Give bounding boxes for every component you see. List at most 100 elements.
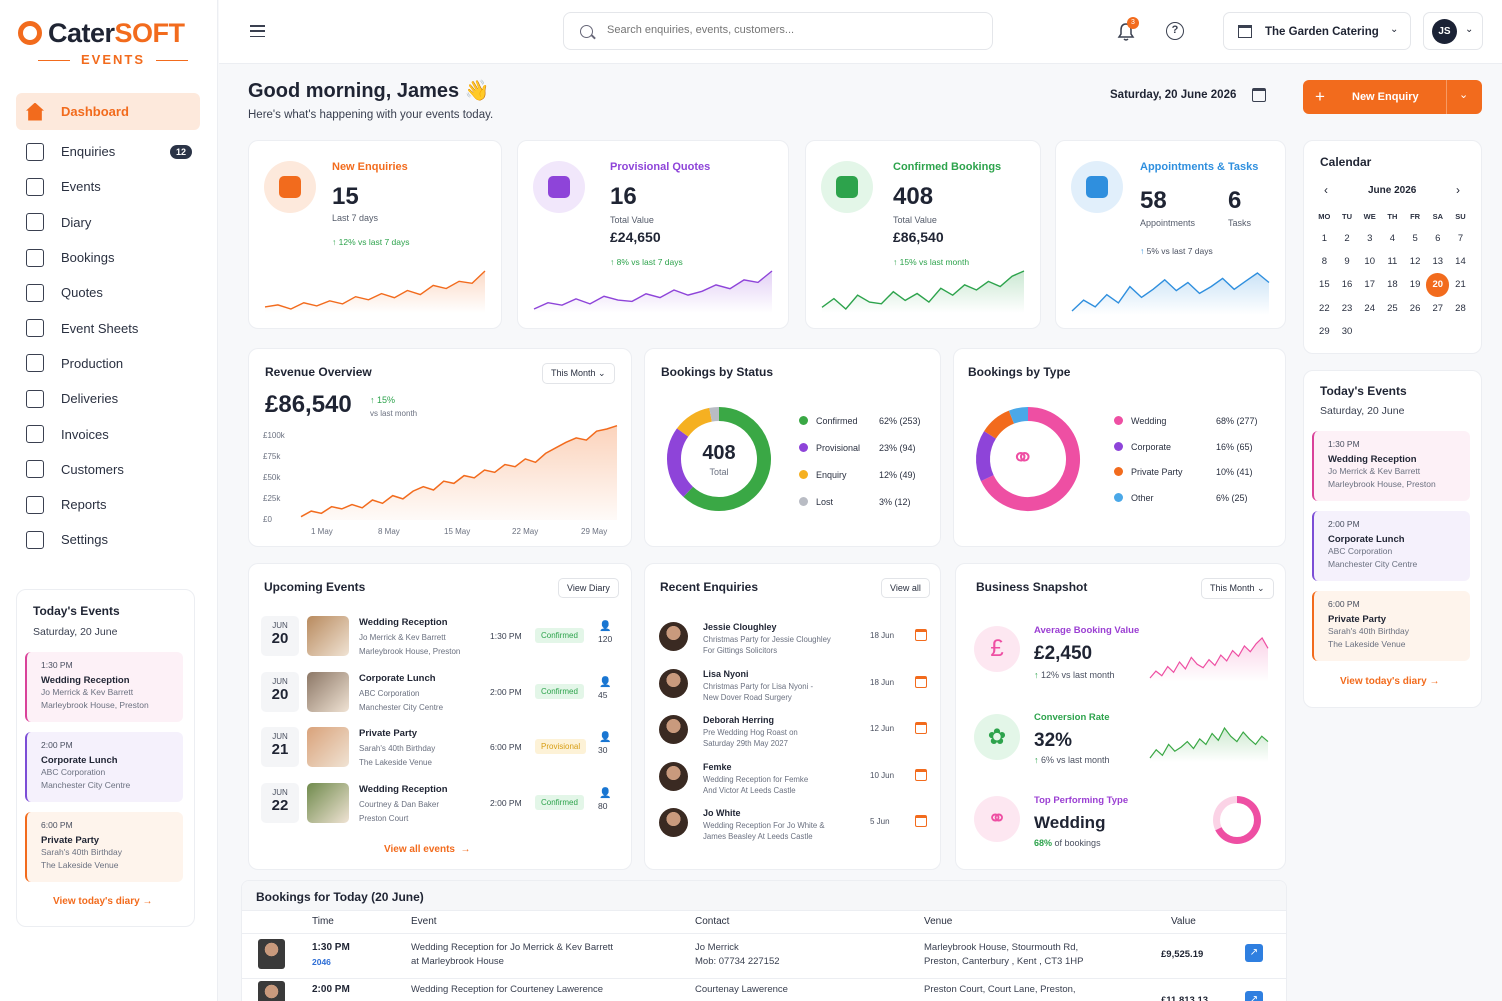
- stat-card-provisional-quotes[interactable]: Provisional Quotes 16 Total Value £24,650 ↑ …: [517, 140, 789, 329]
- calendar-icon[interactable]: [915, 722, 927, 734]
- stat-card-new-enquiries[interactable]: New Enquiries 15 Last 7 days ↑ 12% vs last …: [248, 140, 502, 329]
- nav-item-dashboard[interactable]: Dashboard: [16, 93, 200, 130]
- today-event-item[interactable]: 6:00 PM Private Party Sarah's 40th Birthda…: [25, 812, 183, 882]
- snapshot-period-select[interactable]: This Month ⌄: [1201, 578, 1274, 599]
- today-event-item[interactable]: 1:30 PM Wedding Reception Jo Merrick & Kev…: [25, 652, 183, 722]
- enquiry-row[interactable]: Jo White Wedding Reception For Jo White &…: [659, 806, 931, 848]
- calendar-day[interactable]: 10: [1364, 256, 1375, 268]
- calendar-day[interactable]: 27: [1432, 302, 1444, 314]
- calendar-day[interactable]: 23: [1341, 302, 1353, 314]
- enquiry-row[interactable]: Lisa Nyoni Christmas Party for Lisa Nyoni…: [659, 667, 931, 709]
- calendar-day[interactable]: 30: [1341, 325, 1353, 337]
- enquiry-row[interactable]: Jessie Cloughley Christmas Party for Jess…: [659, 620, 931, 662]
- calendar-day[interactable]: [1449, 320, 1472, 343]
- nav-item-events[interactable]: Events: [16, 169, 200, 204]
- calendar-day[interactable]: 2: [1344, 233, 1350, 245]
- venue-selector[interactable]: The Garden Catering ⌄: [1223, 12, 1411, 50]
- calendar-day[interactable]: 25: [1387, 302, 1398, 314]
- upcoming-event-row[interactable]: JUN 22 Wedding Reception Courtney & Dan Bak…: [261, 782, 621, 827]
- today-event-item[interactable]: 6:00 PM Private Party Sarah's 40th Birthda…: [1312, 591, 1470, 661]
- search-box[interactable]: [563, 12, 993, 50]
- nav-item-deliveries[interactable]: Deliveries: [16, 381, 200, 416]
- calendar-icon[interactable]: [1252, 88, 1266, 102]
- open-external-icon[interactable]: ↗: [1245, 944, 1263, 962]
- help-icon[interactable]: ?: [1166, 22, 1184, 40]
- view-diary-button[interactable]: View Diary: [558, 578, 619, 598]
- calendar-day[interactable]: 6: [1435, 233, 1441, 245]
- calendar-day[interactable]: 9: [1344, 256, 1350, 268]
- calendar-day[interactable]: [1358, 320, 1381, 343]
- calendar-day[interactable]: 15: [1319, 279, 1330, 291]
- calendar-day[interactable]: 28: [1455, 302, 1466, 314]
- calendar-day[interactable]: [1381, 320, 1404, 343]
- calendar-day[interactable]: 19: [1409, 279, 1421, 291]
- upcoming-event-row[interactable]: JUN 20 Corporate Lunch ABC Corporation Manch…: [261, 671, 621, 716]
- top-type-label: Top Performing Type: [1034, 795, 1129, 806]
- avatar: [258, 939, 285, 969]
- user-menu[interactable]: JS ⌄: [1423, 12, 1483, 50]
- upcoming-event-row[interactable]: JUN 21 Private Party Sarah's 40th Birthday T…: [261, 727, 621, 771]
- calendar-day[interactable]: 29: [1319, 325, 1330, 337]
- calendar-day[interactable]: 13: [1432, 256, 1444, 268]
- stat-card-confirmed-bookings[interactable]: Confirmed Bookings 408 Total Value £86,540 ↑…: [805, 140, 1041, 329]
- bell-icon[interactable]: 3: [1117, 17, 1139, 41]
- view-diary-link[interactable]: View today's diary →: [53, 896, 153, 907]
- calendar-icon[interactable]: [915, 629, 927, 641]
- table-row[interactable]: 2:00 PM Wedding Reception for Courteney L…: [242, 981, 1286, 1001]
- calendar-day[interactable]: 17: [1364, 279, 1375, 291]
- new-enquiry-button[interactable]: + New Enquiry ⌄: [1303, 80, 1482, 114]
- legend-value: 68% (277): [1216, 416, 1258, 426]
- calendar-day[interactable]: 1: [1321, 233, 1327, 245]
- enquiry-row[interactable]: Deborah Herring Pre Wedding Hog Roast on S…: [659, 713, 931, 755]
- calendar-day[interactable]: 4: [1389, 233, 1396, 245]
- nav-item-customers[interactable]: Customers: [16, 452, 200, 487]
- calendar-day[interactable]: 7: [1457, 233, 1464, 245]
- calendar-day[interactable]: 21: [1455, 279, 1466, 291]
- nav-item-invoices[interactable]: Invoices: [16, 416, 200, 451]
- chevron-down-icon[interactable]: ⌄: [1459, 89, 1469, 101]
- calendar-today[interactable]: 20: [1426, 273, 1450, 297]
- calendar-day[interactable]: 14: [1455, 256, 1466, 268]
- nav-item-production[interactable]: Production: [16, 346, 200, 381]
- calendar-day[interactable]: 18: [1387, 279, 1398, 291]
- today-event-item[interactable]: 2:00 PM Corporate Lunch ABC Corporation Man…: [1312, 511, 1470, 581]
- booking-ref-link[interactable]: 2046: [312, 957, 331, 967]
- nav-item-event-sheets[interactable]: Event Sheets: [16, 310, 200, 345]
- calendar-icon[interactable]: [915, 675, 927, 688]
- calendar-day[interactable]: 22: [1319, 302, 1330, 314]
- calendar-day[interactable]: 5: [1412, 233, 1418, 245]
- nav-item-quotes[interactable]: Quotes: [16, 275, 200, 310]
- view-all-events-link[interactable]: View all events →: [384, 844, 471, 855]
- view-all-enquiries-button[interactable]: View all: [881, 578, 930, 598]
- calendar-day[interactable]: 11: [1387, 256, 1398, 268]
- today-event-item[interactable]: 2:00 PM Corporate Lunch ABC Corporation Man…: [25, 732, 183, 802]
- nav-item-reports[interactable]: Reports: [16, 487, 200, 522]
- chevron-right-icon[interactable]: ›: [1456, 183, 1460, 197]
- nav-item-enquiries[interactable]: Enquiries 12: [16, 134, 200, 169]
- calendar-day[interactable]: 26: [1409, 302, 1421, 314]
- view-todays-diary-link[interactable]: View today's diary →: [1340, 676, 1440, 687]
- calendar-day[interactable]: [1404, 320, 1427, 343]
- revenue-period-select[interactable]: This Month ⌄: [542, 363, 615, 384]
- calendar-day[interactable]: 8: [1321, 256, 1327, 268]
- booking-venue-2: Preston, Canterbury , Kent , CT3 1HP: [924, 956, 1084, 967]
- table-row[interactable]: 1:30 PM 2046 Wedding Reception for Jo Merr…: [242, 939, 1286, 979]
- stat-card-appointments-tasks[interactable]: Appointments & Tasks 58 Appointments 6 Tasks…: [1055, 140, 1286, 329]
- today-event-item[interactable]: 1:30 PM Wedding Reception Jo Merrick & Kev…: [1312, 431, 1470, 501]
- menu-icon[interactable]: [250, 25, 265, 38]
- enquiry-row[interactable]: Femke Wedding Reception for Femke And Vict…: [659, 760, 931, 802]
- chevron-left-icon[interactable]: ‹: [1324, 183, 1328, 197]
- search-input[interactable]: [607, 24, 967, 36]
- calendar-icon[interactable]: [915, 815, 927, 827]
- calendar-day[interactable]: 24: [1364, 302, 1375, 314]
- calendar-day[interactable]: [1426, 320, 1449, 343]
- nav-item-diary[interactable]: Diary: [16, 205, 200, 240]
- calendar-day[interactable]: 3: [1367, 233, 1373, 245]
- nav-item-settings[interactable]: Settings: [16, 522, 200, 557]
- calendar-day[interactable]: 12: [1409, 256, 1421, 268]
- calendar-day[interactable]: 16: [1341, 279, 1353, 291]
- upcoming-event-row[interactable]: JUN 20 Wedding Reception Jo Merrick & Kev B…: [261, 616, 621, 660]
- open-external-icon[interactable]: ↗: [1245, 991, 1263, 1001]
- calendar-icon[interactable]: [915, 768, 927, 781]
- nav-item-bookings[interactable]: Bookings: [16, 240, 200, 275]
